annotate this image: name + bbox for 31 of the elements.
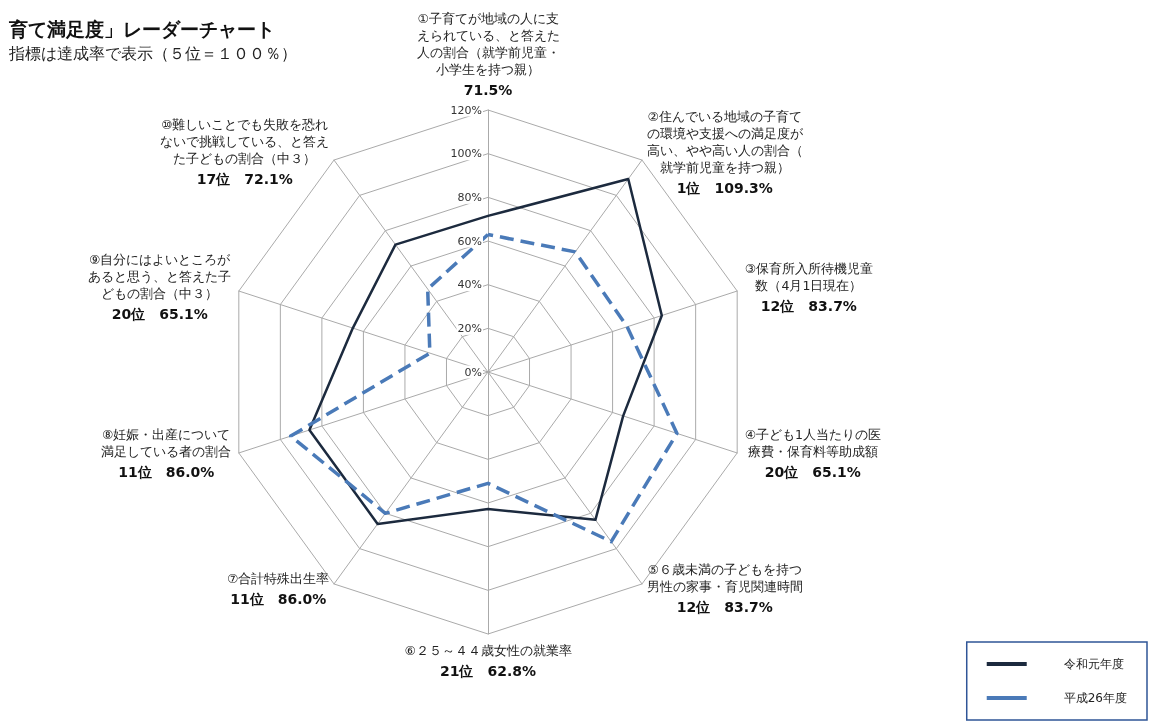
spoke-label: ④子ども1人当たりの医療費・保育料等助成額	[744, 427, 881, 460]
spoke-label: ⑤６歳未満の子どもを持つ男性の家事・育児関連時間	[646, 562, 803, 595]
text: 17位 72.1%	[196, 171, 293, 188]
y-tick-label: 40%	[457, 278, 482, 292]
y-tick-label: 100%	[450, 147, 482, 161]
text: 12位 83.7%	[676, 599, 773, 616]
spoke-label: ③保育所入所待機児童数（4月1日現在）	[744, 260, 873, 293]
text: 11位 86.0%	[118, 464, 215, 481]
text: 指標は達成率で表示（５位＝１００％）	[8, 43, 297, 63]
y-tick-label: 20%	[457, 321, 482, 335]
y-tick-label: 60%	[457, 234, 482, 248]
text: 20位 65.1%	[111, 306, 208, 323]
text: 21位 62.8%	[439, 663, 537, 679]
spoke-label: ⑨自分にはよいところがあると思う、と答えた子どもの割合（中３）	[88, 252, 232, 302]
spoke-label: ⑧妊娠・出産について満足している者の割合	[101, 427, 232, 460]
text: 1位 109.3%	[676, 179, 773, 196]
text: 12位 83.7%	[760, 297, 857, 314]
spoke-label: ①子育てが地域の人に支えられている、と答えた人の割合（就学前児童・小学生を持つ親）	[416, 11, 560, 77]
text: 平成26年度	[1063, 691, 1128, 705]
y-tick-label: 80%	[457, 190, 482, 204]
chart-title: 育て満足度」レーダーチャート	[8, 17, 275, 40]
y-tick-label: 120%	[450, 103, 482, 117]
text: 11位 86.0%	[230, 590, 327, 607]
y-tick-label: 0%	[464, 365, 482, 379]
text: 令和元年度	[1063, 657, 1124, 671]
spoke-label: ⑦合計特殊出生率	[227, 570, 330, 586]
text: 20位 65.1%	[764, 464, 861, 481]
spoke-label: ②住んでいる地域の子育ての環境や支援への満足度が高い、やや高い人の割合（就学前児童を持つ親）	[646, 108, 804, 175]
spoke-label: ⑩難しいことでも失敗を恐れないで挑戦している、と答えた子どもの割合（中３）	[160, 117, 330, 167]
text: 71.5%	[463, 82, 513, 98]
spoke-label: ⑥２５～４４歳女性の就業率	[404, 643, 572, 658]
